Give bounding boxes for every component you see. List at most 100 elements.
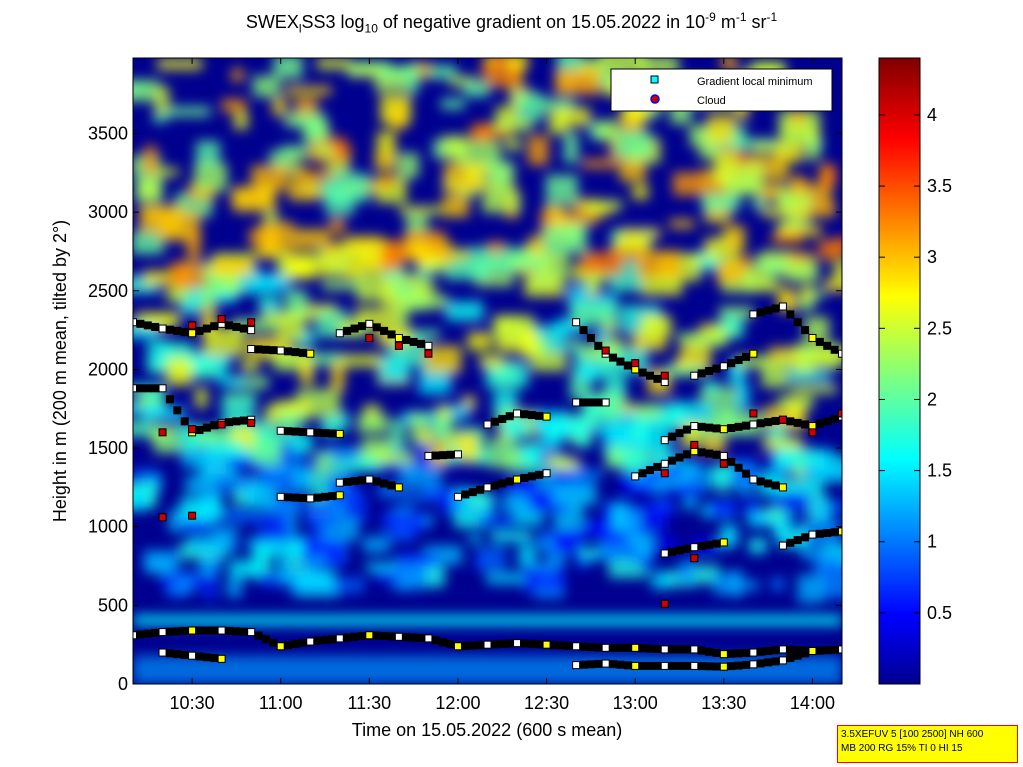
gradient-minimum-marker [690, 543, 699, 552]
heatmap-cell [434, 260, 448, 272]
heatmap-cell [581, 159, 620, 169]
gradient-minimum-marker [217, 626, 226, 635]
gradient-minimum-marker [690, 422, 699, 431]
gradient-minimum-marker [298, 348, 307, 357]
gradient-minimum-marker [298, 494, 307, 503]
gradient-minimum-marker [409, 337, 418, 346]
heatmap-cell [545, 174, 578, 204]
gradient-minimum-marker [734, 463, 743, 472]
gradient-minimum-marker [239, 416, 248, 425]
gradient-minimum-marker [727, 649, 736, 658]
x-tick-label: 11:00 [259, 693, 303, 713]
gradient-minimum-marker [276, 426, 285, 435]
gradient-minimum-marker [335, 634, 344, 643]
heatmap-cell [376, 131, 396, 156]
heatmap-cell [494, 119, 533, 132]
heatmap-cell [363, 536, 390, 554]
gradient-minimum-marker [165, 627, 174, 636]
heatmap-cell [467, 332, 492, 351]
y-axis: 0 500 1000 1500 2000 2500 3000 3500 [88, 123, 842, 694]
x-tick-label: 13:30 [701, 693, 746, 713]
heatmap-cell [252, 75, 281, 98]
gradient-minimum-marker [808, 530, 817, 539]
gradient-minimum-marker [188, 651, 197, 660]
title-part: m [715, 12, 736, 32]
gradient-minimum-marker [623, 661, 632, 670]
heatmap-cell [683, 499, 697, 511]
heatmap-cell [278, 412, 307, 427]
gradient-minimum-marker [202, 423, 211, 432]
gradient-minimum-marker [771, 416, 780, 425]
x-axis: 10:30 11:00 11:30 12:00 12:30 13:00 13:30 14:00 [170, 58, 835, 713]
gradient-minimum-marker [291, 493, 300, 502]
title-part: SWEX [245, 12, 299, 32]
gradient-minimum-marker [660, 645, 669, 654]
gradient-minimum-marker [830, 528, 839, 537]
gradient-minimum-marker [645, 466, 654, 475]
gradient-minimum-marker [380, 479, 389, 488]
gradient-minimum-marker [505, 412, 514, 421]
gradient-minimum-marker [815, 529, 824, 538]
heatmap-cell [482, 161, 514, 171]
heatmap-cell [166, 357, 193, 386]
gradient-minimum-marker [653, 374, 662, 383]
gradient-minimum-marker [668, 547, 677, 556]
cloud-marker [631, 359, 640, 368]
gradient-minimum-marker [247, 628, 256, 637]
gradient-minimum-marker [778, 302, 787, 311]
heatmap-cell [636, 403, 661, 417]
gradient-minimum-marker [513, 475, 522, 484]
gradient-minimum-marker [727, 457, 736, 466]
heatmap-cell [678, 559, 695, 583]
gradient-minimum-marker [793, 418, 802, 427]
cloud-marker [247, 318, 256, 327]
gradient-minimum-marker [668, 456, 677, 465]
heatmap-cell [269, 150, 294, 168]
gradient-minimum-marker [261, 345, 270, 354]
heatmap-cell [716, 473, 749, 483]
gradient-minimum-marker [225, 321, 234, 330]
gradient-minimum-marker [372, 631, 381, 640]
gradient-minimum-marker [749, 420, 758, 429]
heatmap-cell [459, 435, 477, 462]
heatmap-cell [379, 66, 420, 80]
heatmap-cell [636, 250, 681, 277]
heatmap-cell [787, 261, 819, 282]
heatmap-cell [414, 278, 435, 298]
heatmap-cell [133, 231, 164, 255]
heatmap-cell [154, 86, 170, 114]
gradient-minimum-marker [195, 652, 204, 661]
gradient-minimum-marker [638, 661, 647, 670]
gradient-minimum-marker [830, 645, 839, 654]
heatmap-cell [632, 184, 649, 200]
gradient-minimum-marker [668, 661, 677, 670]
heatmap-cell [187, 536, 229, 550]
gradient-minimum-marker [365, 475, 374, 484]
gradient-minimum-marker [645, 371, 654, 380]
cloud-marker [424, 349, 433, 358]
heatmap-cell [823, 279, 842, 292]
gradient-minimum-marker [756, 419, 765, 428]
heatmap-cell [734, 580, 760, 591]
gradient-minimum-marker [136, 384, 145, 393]
gradient-minimum-marker [446, 450, 455, 459]
heatmap-cell [776, 194, 813, 211]
gradient-minimum-marker [151, 322, 160, 331]
heatmap-cell [635, 414, 680, 426]
heatmap-cell [170, 261, 205, 289]
gradient-minimum-marker [306, 637, 315, 646]
gradient-minimum-marker [771, 646, 780, 655]
gradient-minimum-marker [232, 417, 241, 426]
heatmap-cell [458, 182, 503, 191]
heatmap-cell [821, 164, 836, 188]
gradient-minimum-marker [727, 424, 736, 433]
heatmap-cell [801, 284, 814, 304]
legend-cloud-marker [650, 94, 660, 104]
heatmap-cell [258, 296, 280, 314]
gradient-minimum-marker [838, 645, 842, 654]
gradient-minimum-marker [771, 481, 780, 490]
cloud-marker [365, 333, 374, 342]
gradient-minimum-marker [778, 645, 787, 654]
gradient-minimum-marker [572, 398, 581, 407]
gradient-minimum-marker [764, 646, 773, 655]
